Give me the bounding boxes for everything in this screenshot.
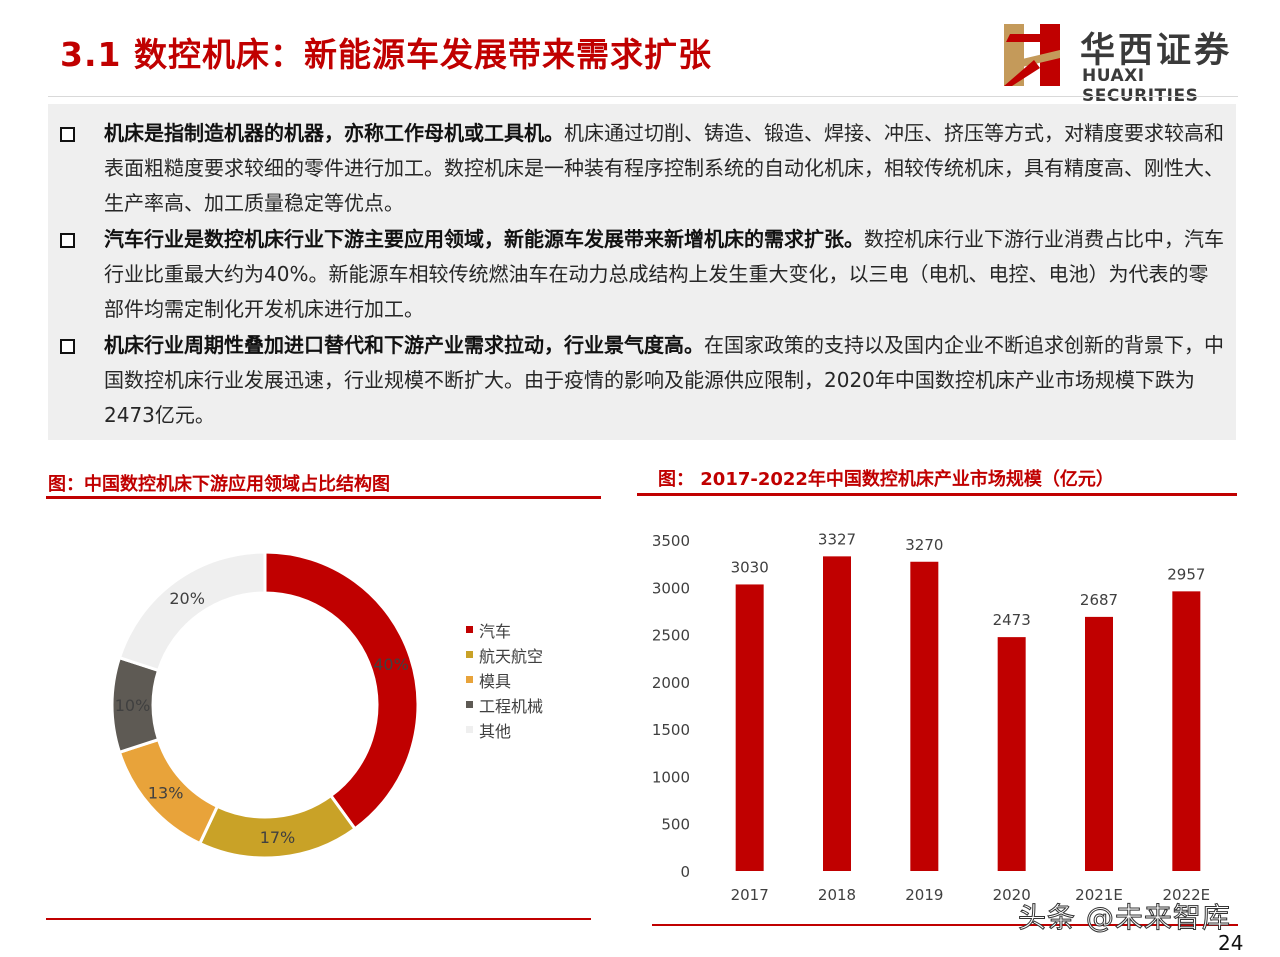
bullet-item: 汽车行业是数控机床行业下游主要应用领域，新能源车发展带来新增机床的需求扩张。数控… (60, 222, 1228, 327)
bar-data-label: 2687 (1080, 591, 1118, 609)
donut-slice (263, 550, 420, 831)
header-divider (48, 96, 1238, 97)
square-bullet-icon (60, 127, 75, 142)
legend-swatch (466, 701, 473, 708)
y-tick-label: 3000 (652, 579, 690, 597)
x-tick-label: 2018 (818, 886, 856, 904)
legend-label: 汽车 (479, 622, 512, 641)
bar (735, 584, 764, 871)
donut-chart: 40% 17% 13% 10% 20% (110, 550, 420, 860)
donut-data-label: 13% (148, 784, 184, 803)
bar (1085, 616, 1113, 871)
bar (997, 637, 1026, 871)
bar-data-label: 3327 (818, 530, 856, 548)
legend-label: 其他 (479, 722, 512, 741)
x-tick-label: 2020 (993, 886, 1031, 904)
legend-swatch (466, 651, 473, 658)
x-tick-label: 2021E (1075, 886, 1123, 904)
y-tick-label: 2000 (652, 674, 690, 692)
bullet-text: 数控机床行业下游行业消费占比中，汽车行业比重最大约为40%。新能源车相较传统燃油… (104, 227, 1224, 321)
donut-slice (197, 793, 358, 860)
company-logo: 华西证券 HUAXI SECURITIES (1000, 20, 1262, 106)
y-tick-label: 0 (680, 863, 690, 881)
legend-label: 模具 (479, 672, 512, 691)
donut-data-label: 40% (373, 655, 409, 674)
bar-data-label: 3270 (905, 536, 943, 554)
left-chart-title: 图：中国数控机床下游应用领域占比结构图 (48, 474, 390, 495)
donut-data-label: 17% (260, 828, 296, 847)
legend-label: 航天航空 (479, 647, 544, 666)
logo-name-cn: 华西证券 (1080, 30, 1233, 71)
right-chart-title: 图： 2017-2022年中国数控机床产业市场规模（亿元） (658, 469, 1114, 490)
bar (823, 556, 851, 871)
y-tick-label: 3500 (652, 532, 690, 550)
bullet-text: 机床通过切削、铸造、锻造、焊接、冲压、挤压等方式，对精度要求较高和表面粗糙度要求… (104, 121, 1224, 215)
bar-data-label: 2473 (993, 611, 1031, 629)
bar-chart: 0 500 1000 1500 2000 2500 3000 3500 3030 2017 3327… (652, 530, 1211, 904)
legend-swatch (466, 726, 473, 733)
legend-swatch (466, 676, 473, 683)
y-tick-label: 1000 (652, 768, 690, 786)
legend-label: 工程机械 (479, 697, 544, 716)
left-chart-title-rule (46, 496, 601, 499)
bullet-heading: 机床行业周期性叠加进口替代和下游产业需求拉动，行业景气度高。 (104, 333, 704, 357)
donut-slice (117, 550, 267, 673)
left-chart-bottom-rule (46, 918, 591, 920)
summary-box: 机床是指制造机器的机器，亦称工作母机或工具机。机床通过切削、铸造、锻造、焊接、冲… (48, 104, 1236, 440)
bullet-heading: 汽车行业是数控机床行业下游主要应用领域，新能源车发展带来新增机床的需求扩张。 (104, 227, 864, 251)
bullet-text: 在国家政策的支持以及国内企业不断追求创新的背景下，中国数控机床行业发展迅速，行业… (104, 333, 1224, 427)
watermark: 头条 @未来智库 (1018, 901, 1231, 935)
y-tick-label: 500 (661, 816, 690, 834)
bar (910, 561, 939, 871)
x-tick-label: 2017 (731, 886, 769, 904)
x-tick-label: 2019 (905, 886, 943, 904)
page-number: 24 (1218, 931, 1244, 955)
bullet-heading: 机床是指制造机器的机器，亦称工作母机或工具机。 (104, 121, 564, 145)
bar (1172, 591, 1201, 871)
square-bullet-icon (60, 233, 75, 248)
y-tick-label: 1500 (652, 721, 690, 739)
y-tick-label: 2500 (652, 627, 690, 645)
legend-swatch (466, 626, 473, 633)
donut-data-label: 20% (169, 589, 205, 608)
bar-data-label: 3030 (731, 558, 769, 576)
right-chart-title-rule (637, 493, 1237, 496)
bar-data-label: 2957 (1167, 565, 1205, 583)
page-title: 3.1 数控机床：新能源车发展带来需求扩张 (60, 35, 712, 74)
square-bullet-icon (60, 339, 75, 354)
x-tick-label: 2022E (1163, 886, 1211, 904)
bullet-item: 机床是指制造机器的机器，亦称工作母机或工具机。机床通过切削、铸造、锻造、焊接、冲… (60, 116, 1228, 221)
donut-data-label: 10% (115, 696, 151, 715)
huaxi-logo-icon (1004, 24, 1060, 86)
right-chart-bottom-rule (652, 924, 1238, 926)
bullet-item: 机床行业周期性叠加进口替代和下游产业需求拉动，行业景气度高。在国家政策的支持以及… (60, 328, 1228, 433)
logo-name-en: HUAXI SECURITIES (1082, 66, 1199, 106)
